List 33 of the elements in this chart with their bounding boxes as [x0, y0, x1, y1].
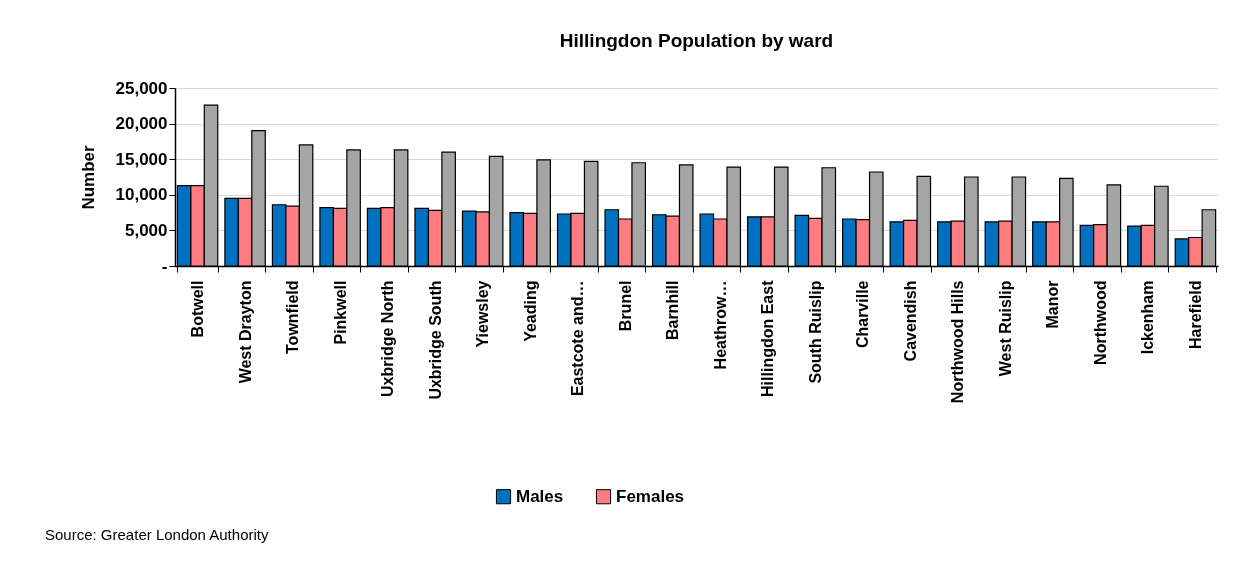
- x-tick-label: Manor: [1044, 280, 1062, 329]
- x-tick-label: Ickenham: [1139, 280, 1157, 355]
- x-tick-label: Barnhill: [664, 280, 682, 341]
- x-tick-label: Botwell: [189, 280, 207, 338]
- x-tick-label: Brunel: [616, 280, 634, 332]
- source-note: Source: Greater London Authority: [45, 526, 269, 543]
- x-tick-label: Uxbridge North: [379, 280, 397, 397]
- x-tick-label: Northwood: [1091, 280, 1109, 365]
- x-tick-label: Eastcote and…: [569, 280, 587, 397]
- legend-label: Males: [516, 486, 564, 506]
- x-tick-label: Harefield: [1186, 280, 1204, 349]
- chart-title: Hillingdon Population by ward: [559, 30, 834, 51]
- y-tick-label: 25,000: [115, 78, 168, 98]
- x-tick-label: Pinkwell: [331, 280, 349, 345]
- x-tick-label: South Ruislip: [806, 280, 824, 384]
- x-tick-label: Cavendish: [901, 280, 919, 362]
- x-tick-label: Uxbridge South: [426, 280, 444, 400]
- y-tick-label: -: [161, 256, 168, 276]
- x-tick-label: Heathrow…: [711, 280, 729, 370]
- x-tick-label: Townfield: [284, 280, 302, 354]
- x-tick-label: Northwood Hills: [949, 280, 967, 404]
- x-tick-label: West Drayton: [236, 280, 254, 384]
- y-tick-label: 20,000: [115, 114, 168, 134]
- legend-label: Females: [616, 486, 685, 506]
- y-tick-label: 10,000: [115, 185, 168, 205]
- x-tick-label: Hillingdon East: [759, 279, 777, 397]
- x-tick-label: Yiewsley: [474, 280, 492, 348]
- x-tick-label: Yeading: [521, 280, 539, 342]
- y-tick-label: 15,000: [115, 149, 168, 169]
- y-axis-title: Number: [78, 145, 98, 210]
- x-tick-label: West Ruislip: [996, 280, 1014, 377]
- x-tick-label: Charville: [854, 280, 872, 349]
- y-tick-label: 5,000: [124, 220, 168, 240]
